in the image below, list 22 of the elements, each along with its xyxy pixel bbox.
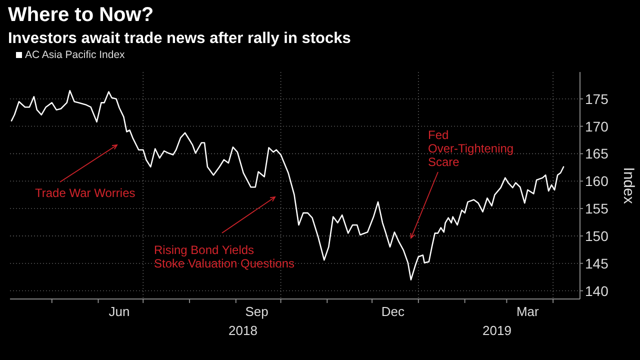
chart-title: Where to Now? [8, 4, 154, 26]
y-tick-label: 145 [585, 255, 609, 272]
chart-subtitle: Investors await trade news after rally in stocks [8, 30, 351, 47]
x-tick-label: Dec [381, 304, 406, 319]
line-series [10, 90, 564, 280]
text: 2018 [228, 323, 258, 338]
x-tick-label: Sep [245, 304, 268, 319]
text: 2019 [482, 323, 512, 338]
annotation: Fed Over-Tightening Scare [428, 128, 514, 169]
y-tick-label: 160 [585, 173, 609, 190]
x-tick-label: Jun [108, 304, 130, 319]
legend-label: AC Asia Pacific Index [25, 49, 126, 61]
y-tick-label: 170 [585, 118, 609, 134]
y-tick-label: 175 [585, 90, 609, 107]
annotation: Trade War Worries [35, 186, 136, 200]
x-tick-label: Mar [516, 304, 540, 319]
y-tick-label: 155 [585, 200, 609, 217]
annotation: Rising Bond Yields Stoke Valuation Questions [154, 243, 295, 270]
y-axis-title: Index [620, 167, 637, 204]
y-tick-label: 140 [585, 282, 609, 299]
y-tick-label: 150 [585, 228, 609, 244]
y-tick-label: 165 [585, 146, 609, 162]
